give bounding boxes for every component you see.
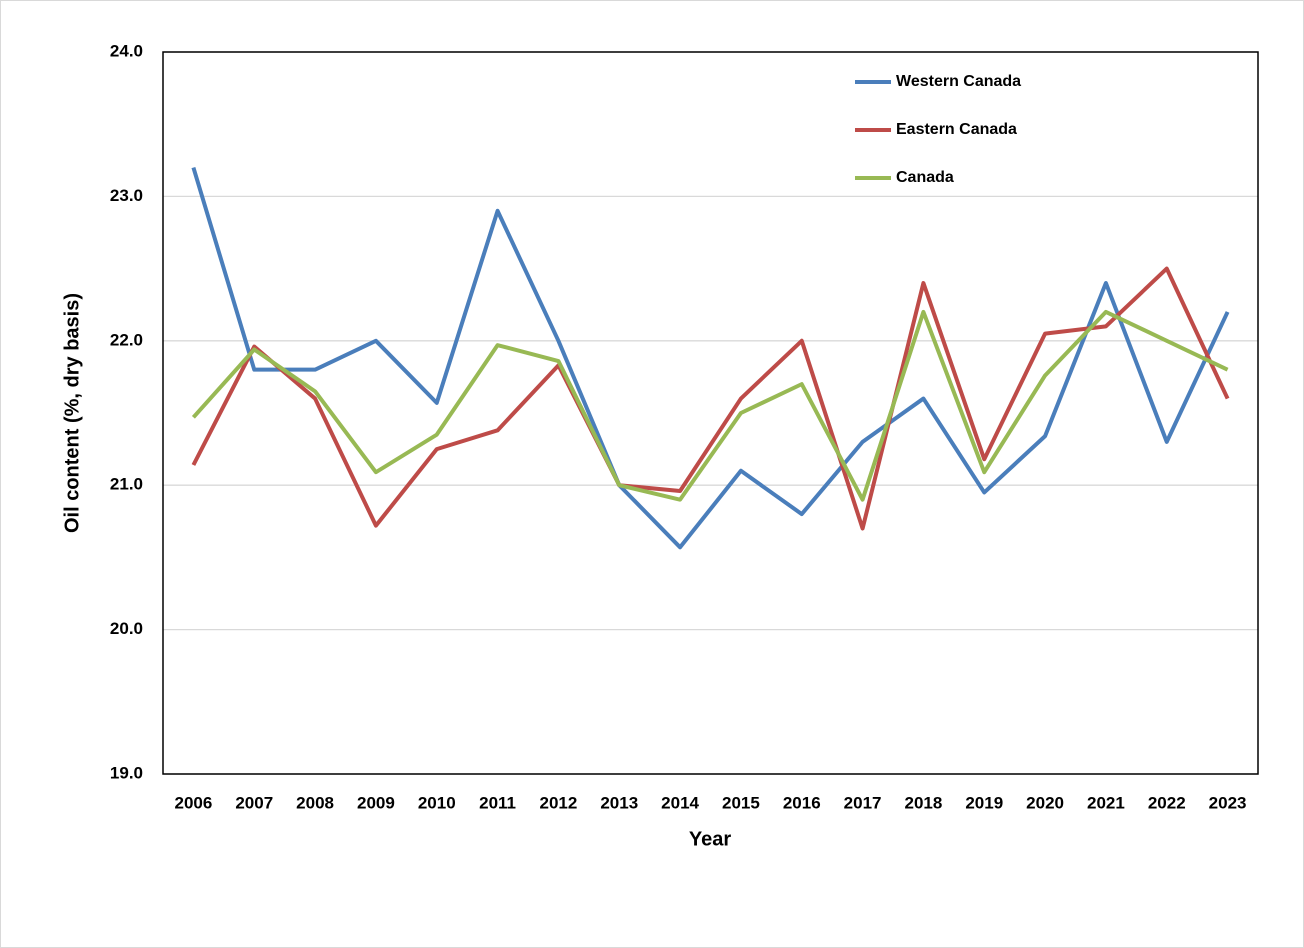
x-tick-label: 2010 [418, 793, 456, 812]
y-tick-label: 20.0 [110, 619, 143, 638]
x-tick-label: 2007 [235, 793, 273, 812]
legend-label: Canada [896, 169, 954, 186]
x-tick-label: 2008 [296, 793, 334, 812]
y-tick-label: 23.0 [110, 186, 143, 205]
x-tick-label: 2018 [905, 793, 943, 812]
y-tick-label: 19.0 [110, 763, 143, 782]
x-axis-title: Year [689, 828, 731, 850]
x-tick-label: 2022 [1148, 793, 1186, 812]
x-tick-label: 2020 [1026, 793, 1064, 812]
x-tick-label: 2016 [783, 793, 821, 812]
x-tick-label: 2011 [479, 793, 516, 812]
y-tick-label: 21.0 [110, 475, 143, 494]
x-tick-label: 2009 [357, 793, 395, 812]
series-line [191, 166, 1230, 550]
series-line [191, 266, 1230, 531]
x-tick-label: 2006 [175, 793, 213, 812]
plot-frame [162, 51, 1259, 775]
x-tick-label: 2014 [661, 793, 699, 812]
x-tick-label: 2021 [1087, 793, 1125, 812]
x-tick-label: 2017 [844, 793, 882, 812]
y-tick-label: 24.0 [110, 41, 143, 60]
legend-label: Eastern Canada [896, 121, 1017, 138]
x-tick-label: 2012 [540, 793, 578, 812]
legend-label: Western Canada [896, 73, 1021, 90]
series-line [191, 309, 1229, 502]
x-tick-label: 2019 [965, 793, 1003, 812]
x-tick-label: 2023 [1209, 793, 1247, 812]
y-axis-title: Oil content (%, dry basis) [61, 293, 83, 533]
x-tick-label: 2013 [600, 793, 638, 812]
y-tick-label: 22.0 [110, 330, 143, 349]
x-tick-label: 2015 [722, 793, 760, 812]
